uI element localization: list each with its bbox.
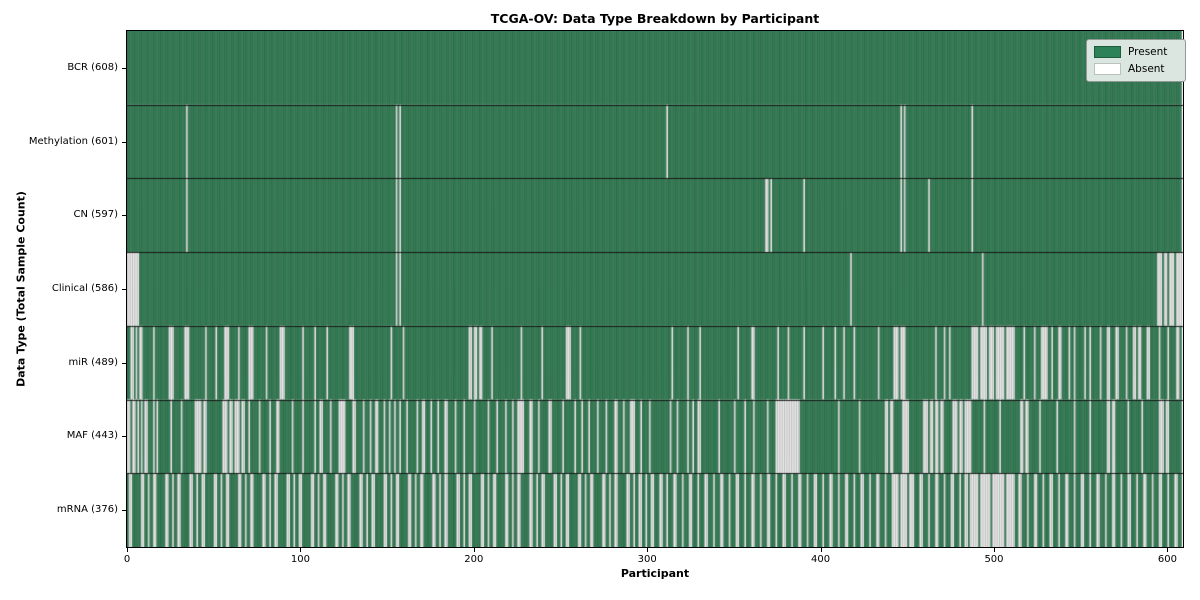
x-tick-label-400: 400 [811, 554, 831, 565]
y-tick-mark [122, 68, 126, 69]
x-tick-mark [821, 548, 822, 552]
chart-title: TCGA-OV: Data Type Breakdown by Particip… [490, 11, 820, 26]
x-tick-label-200: 200 [464, 554, 484, 565]
x-tick-label-300: 300 [637, 554, 657, 565]
x-tick-mark [127, 548, 128, 552]
y-tick-label-Methylation: Methylation (601) [28, 135, 118, 147]
present-swatch-icon [1094, 46, 1121, 58]
y-tick-label-BCR: BCR (608) [67, 61, 118, 73]
x-tick-label-0: 0 [123, 554, 131, 565]
x-axis-label: Participant [620, 567, 690, 580]
y-tick-mark [122, 215, 126, 216]
x-tick-mark [1167, 548, 1168, 552]
y-tick-mark [122, 363, 126, 364]
y-tick-label-CN: CN (597) [73, 209, 118, 221]
x-tick-label-100: 100 [290, 554, 310, 565]
y-tick-label-MAF: MAF (443) [66, 430, 118, 442]
heatmap-canvas [127, 31, 1183, 547]
legend: Present Absent [1086, 39, 1186, 82]
x-tick-mark [474, 548, 475, 552]
x-tick-mark [300, 548, 301, 552]
absent-swatch-icon [1094, 63, 1121, 75]
y-tick-label-mRNA: mRNA (376) [56, 504, 118, 516]
legend-item-absent: Absent [1094, 63, 1178, 75]
legend-item-present: Present [1094, 46, 1178, 58]
x-tick-label-500: 500 [984, 554, 1004, 565]
legend-label-absent: Absent [1128, 63, 1165, 75]
x-tick-mark [994, 548, 995, 552]
y-tick-mark [122, 436, 126, 437]
y-tick-mark [122, 142, 126, 143]
y-tick-label-miR: miR (489) [68, 356, 118, 368]
legend-label-present: Present [1128, 46, 1168, 58]
x-tick-label-600: 600 [1157, 554, 1177, 565]
y-tick-label-Clinical: Clinical (586) [51, 283, 118, 294]
x-tick-mark [647, 548, 648, 552]
y-tick-mark [122, 289, 126, 290]
y-tick-mark [122, 510, 126, 511]
plot-area [126, 30, 1184, 548]
